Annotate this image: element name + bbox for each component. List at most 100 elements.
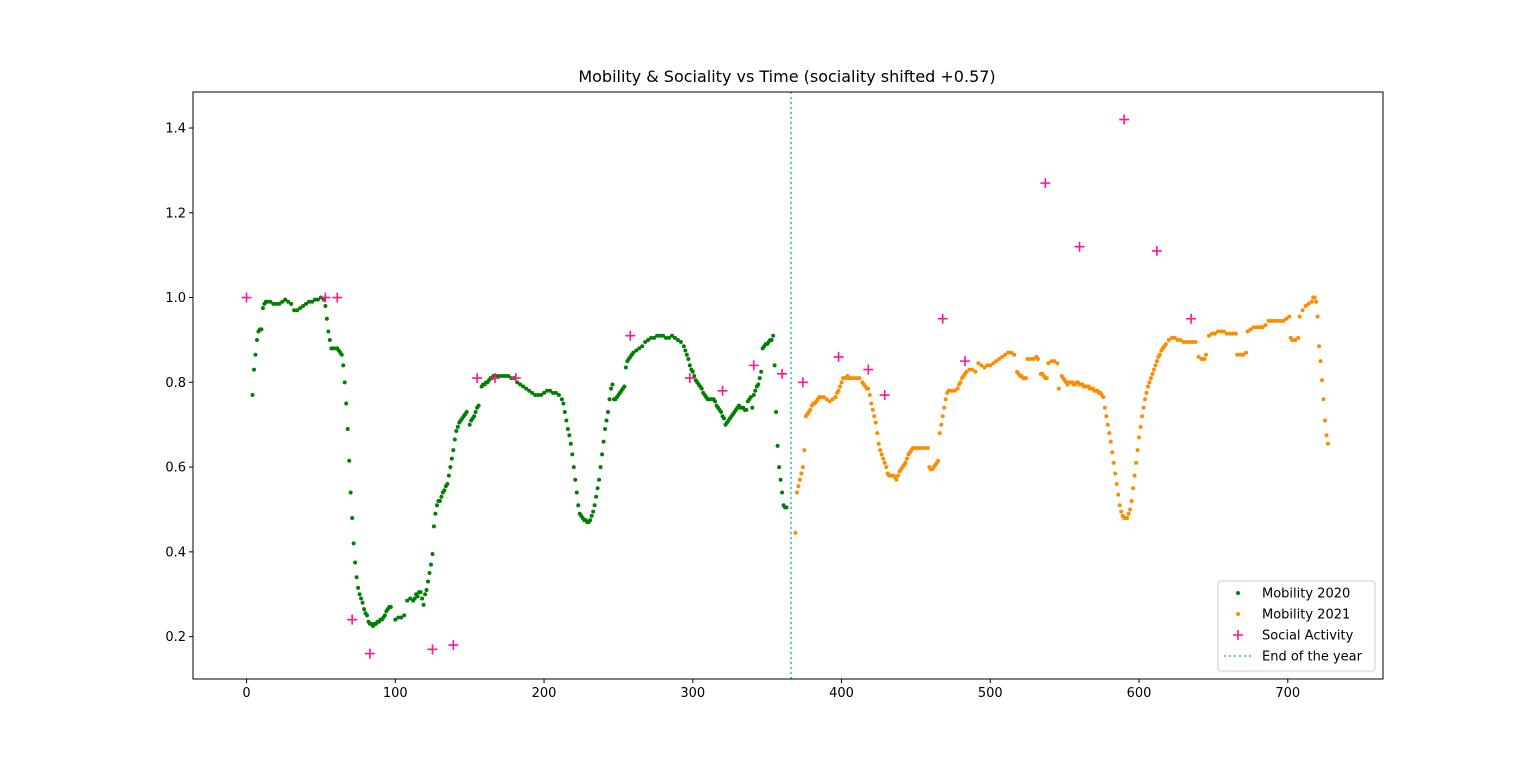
- mobility-point: [857, 376, 862, 381]
- mobility-point: [1157, 352, 1162, 357]
- mobility-point: [1104, 414, 1109, 419]
- mobility-point: [751, 393, 756, 398]
- mobility-point: [1293, 337, 1298, 342]
- mobility-point: [448, 465, 453, 470]
- mobility-point: [402, 613, 407, 618]
- mobility-point: [564, 418, 569, 423]
- mobility-point: [1169, 335, 1174, 340]
- mobility-point: [634, 348, 639, 353]
- mobility-point: [451, 448, 456, 453]
- mobility-point: [298, 306, 303, 311]
- mobility-point: [839, 380, 844, 385]
- mobility-point: [437, 498, 442, 503]
- mobility-point: [943, 397, 948, 402]
- social-activity-point: [748, 360, 759, 371]
- mobility-point: [913, 446, 918, 451]
- mobility-point: [1044, 376, 1049, 381]
- mobility-point: [539, 393, 544, 398]
- mobility-point: [259, 327, 264, 332]
- mobility-point: [1257, 325, 1262, 330]
- mobility-point: [658, 333, 663, 338]
- mobility-point: [1035, 357, 1040, 362]
- mobility-point: [833, 395, 838, 400]
- mobility-point: [1202, 357, 1207, 362]
- mobility-point: [449, 456, 454, 461]
- mobility-point: [1218, 329, 1223, 334]
- mobility-point: [884, 465, 889, 470]
- mobility-point: [408, 596, 413, 601]
- mobility-point: [277, 301, 282, 306]
- social-activity-point: [797, 377, 808, 388]
- mobility-point: [1251, 325, 1256, 330]
- mobility-point: [1102, 405, 1107, 410]
- mobility-point: [1108, 439, 1113, 444]
- mobility-point: [608, 386, 613, 391]
- mobility-point: [518, 382, 523, 387]
- mobility-point: [1248, 327, 1253, 332]
- mobility-point: [1141, 405, 1146, 410]
- mobility-point: [446, 473, 451, 478]
- mobility-point: [1199, 357, 1204, 362]
- mobility-point: [521, 384, 526, 389]
- mobility-point: [357, 592, 362, 597]
- mobility-point: [1052, 359, 1057, 364]
- mobility-point: [991, 361, 996, 366]
- mobility-point: [1303, 304, 1308, 309]
- mobility-point: [1025, 357, 1030, 362]
- mobility-point: [684, 352, 689, 357]
- mobility-point: [292, 308, 297, 313]
- mobility-point: [1163, 342, 1168, 347]
- mobility-point: [315, 297, 320, 302]
- mobility-point: [434, 503, 439, 508]
- mobility-point: [759, 369, 764, 374]
- mobility-point: [794, 490, 799, 495]
- mobility-point: [542, 390, 547, 395]
- social-activity-point: [1186, 313, 1197, 324]
- x-tick-label: 400: [829, 686, 854, 701]
- mobility-point: [940, 414, 945, 419]
- mobility-point: [652, 335, 657, 340]
- mobility-point: [393, 617, 398, 622]
- mobility-point: [1055, 361, 1060, 366]
- mobility-point: [881, 456, 886, 461]
- social-activity-point: [448, 640, 459, 651]
- mobility-point: [1024, 376, 1028, 381]
- mobility-point: [643, 340, 648, 345]
- mobility-point: [722, 416, 727, 421]
- mobility-point: [415, 594, 420, 599]
- mobility-point: [640, 344, 645, 349]
- mobility-point: [1181, 340, 1186, 345]
- mobility-point: [1322, 418, 1327, 423]
- mobility-point: [1117, 503, 1122, 508]
- mobility-point: [631, 350, 636, 355]
- mobility-point: [503, 373, 508, 378]
- mobility-point: [497, 373, 502, 378]
- mobility-point: [713, 399, 718, 404]
- mobility-point: [1324, 433, 1329, 438]
- mobility-point: [472, 414, 477, 419]
- mobility-point: [870, 407, 875, 412]
- mobility-point: [1296, 335, 1301, 340]
- mobility-point: [796, 484, 801, 489]
- mobility-point: [988, 363, 993, 368]
- mobility-point: [1312, 295, 1317, 300]
- mobility-point: [286, 299, 291, 304]
- mobility-point: [919, 446, 924, 451]
- mobility-point: [289, 301, 294, 306]
- mobility-point: [622, 384, 627, 389]
- mobility-point: [997, 357, 1002, 362]
- mobility-point: [597, 477, 602, 482]
- series-social-activity: [241, 114, 1197, 659]
- mobility-point: [326, 329, 331, 334]
- mobility-point: [592, 503, 597, 508]
- mobility-point: [559, 397, 564, 402]
- mobility-point: [1009, 350, 1014, 355]
- mobility-point: [1318, 359, 1323, 364]
- mobility-point: [1105, 422, 1110, 427]
- mobility-point: [1000, 354, 1005, 359]
- mobility-point: [324, 316, 329, 321]
- mobility-point: [424, 587, 429, 592]
- series-mobility-2021: [793, 295, 1330, 535]
- social-activity-point: [879, 390, 890, 401]
- mobility-point: [958, 380, 963, 385]
